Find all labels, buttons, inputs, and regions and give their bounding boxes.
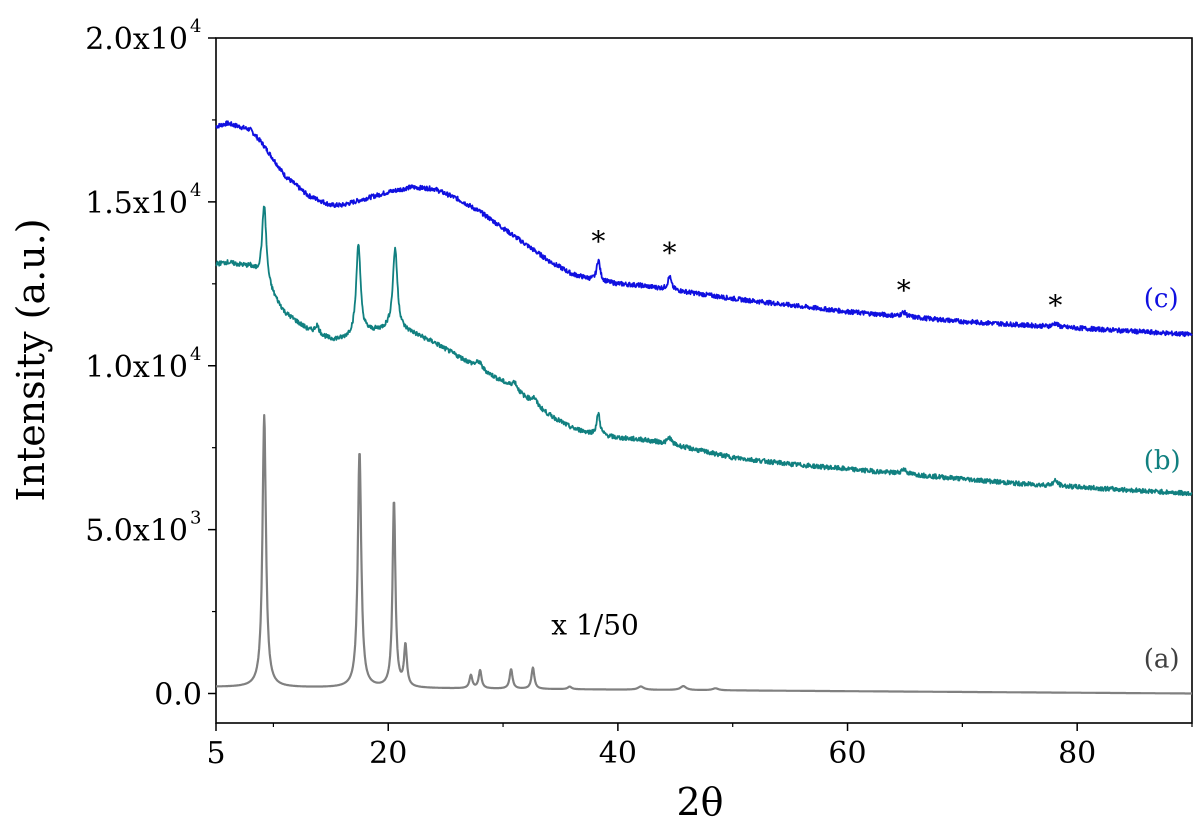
series-line-c [215,120,1193,338]
y-tick-label: 1.5x10 [85,186,188,221]
x-tick-label: 40 [599,736,637,771]
y-tick-label: 5.0x10 [85,514,188,549]
series-line-a [215,414,1193,695]
y-tick-label: 0.0 [154,678,202,713]
y-tick-exponent: 4 [190,180,201,201]
series-label: (c) [1144,284,1179,314]
x-axis-title: 2θ [676,780,723,824]
x-tick-label: 5 [206,736,225,771]
annotations-layer: (c) (b) (a) x 1/50 * * * * [551,225,1180,674]
y-tick-label: 1.0x10 [85,350,188,385]
y-tick-exponent: 4 [190,344,201,365]
peak-marker: * [1048,289,1062,322]
ticks-layer [208,37,1193,731]
scale-annotation: x 1/50 [551,609,639,642]
series-line-b [215,205,1193,497]
peak-marker: * [591,225,605,258]
y-axis-title: Intensity (a.u.) [9,218,53,501]
y-tick-exponent: 3 [190,508,201,529]
peak-marker: * [663,237,677,270]
x-tick-label: 20 [369,736,407,771]
y-tick-labels: 0.05.0x10 31.0x10 41.5x10 42.0x10 4 [85,16,202,713]
peak-marker: * [897,274,911,307]
plot-frame [215,37,1193,724]
series-label: (a) [1144,644,1180,674]
x-tick-label: 60 [828,736,866,771]
x-tick-label: 80 [1058,736,1096,771]
series-label: (b) [1144,446,1181,476]
x-tick-labels: 5 20 40 60 80 [206,736,1096,771]
y-tick-label: 2.0x10 [85,22,188,57]
curves-layer [215,120,1193,695]
y-tick-exponent: 4 [190,16,201,37]
